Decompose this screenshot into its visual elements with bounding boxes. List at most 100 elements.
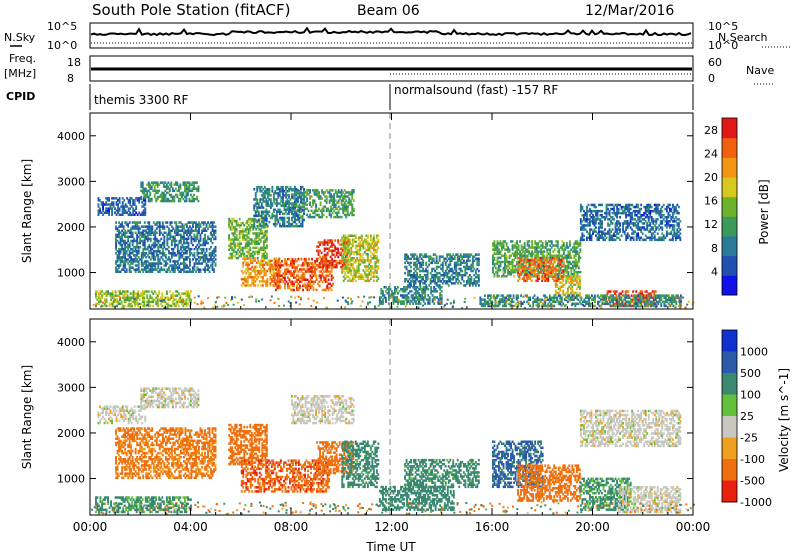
heatmap-cell [112, 290, 114, 293]
heatmap-cell [150, 238, 152, 241]
heatmap-cell [210, 246, 212, 249]
heatmap-cell [119, 197, 121, 200]
heatmap-cell [278, 258, 280, 261]
heatmap-cell [567, 271, 569, 274]
heatmap-cell [169, 290, 171, 293]
heatmap-cell [176, 181, 178, 184]
heatmap-cell [249, 247, 251, 250]
heatmap-cell [306, 204, 308, 207]
heatmap-cell [326, 216, 328, 219]
heatmap-cell [268, 221, 270, 224]
heatmap-cell [228, 234, 230, 237]
heatmap-cell [258, 211, 260, 214]
heatmap-cell [284, 217, 286, 220]
noise-tick-right-bottom: 10^0 [708, 39, 738, 52]
heatmap-cell [516, 240, 518, 243]
heatmap-cell [279, 270, 281, 273]
heatmap-cell [166, 290, 168, 293]
heatmap-cell [361, 235, 363, 238]
heatmap-cell [367, 235, 369, 238]
heatmap-cell [171, 221, 173, 224]
heatmap-cell [203, 248, 205, 251]
heatmap-cell [332, 283, 334, 286]
heatmap-cell [570, 255, 572, 258]
heatmap-cell [355, 235, 357, 238]
heatmap-cell [411, 290, 413, 293]
heatmap-cell [355, 241, 357, 244]
heatmap-cell [519, 240, 521, 243]
heatmap-cell [478, 274, 480, 277]
heatmap-cell [206, 254, 208, 257]
heatmap-cell [266, 278, 268, 281]
heatmap-cell [132, 232, 134, 235]
heatmap-cell [291, 196, 293, 199]
heatmap-cell [311, 258, 313, 261]
heatmap-cell [98, 203, 100, 206]
heatmap-cell [309, 189, 311, 192]
heatmap-cell [315, 204, 317, 207]
heatmap-cell [303, 202, 305, 205]
heatmap-cell [331, 289, 333, 292]
heatmap-cell [144, 207, 146, 210]
heatmap-cell [257, 284, 259, 287]
heatmap-cell [404, 272, 406, 275]
heatmap-cell [410, 266, 412, 269]
heatmap-cell [318, 191, 320, 194]
heatmap-cell [192, 244, 194, 247]
heatmap-cell [198, 186, 200, 189]
heatmap-cell [282, 186, 284, 189]
heatmap-cell [500, 269, 502, 272]
cpid-label: CPID [6, 90, 35, 103]
heatmap-cell [469, 260, 471, 263]
heatmap-cell [298, 258, 300, 261]
heatmap-cell [506, 242, 508, 245]
heatmap-cell [166, 262, 168, 265]
heatmap-cell [540, 269, 542, 272]
heatmap-cell [266, 230, 268, 233]
cpid-segment-1: themis 3300 RF [94, 93, 188, 107]
heatmap-cell [271, 260, 273, 263]
heatmap-cell [142, 181, 144, 184]
heatmap-cell [410, 262, 412, 265]
heatmap-cell [139, 299, 141, 302]
heatmap-cell [494, 257, 496, 260]
heatmap-cell [293, 289, 295, 292]
heatmap-cell [326, 195, 328, 198]
heatmap-cell [240, 243, 242, 246]
heatmap-cell [311, 195, 313, 198]
heatmap-cell [196, 196, 198, 199]
heatmap-cell [448, 284, 450, 287]
heatmap-cell [166, 221, 168, 224]
heatmap-cell [551, 240, 553, 243]
cpid-segment-2: normalsound (fast) -157 RF [394, 83, 558, 97]
heatmap-cell [569, 240, 571, 243]
heatmap-cell [121, 221, 123, 224]
heatmap-cell [337, 248, 339, 251]
heatmap-cell [543, 250, 545, 253]
heatmap-cell [531, 280, 533, 283]
heatmap-cell [524, 242, 526, 245]
heatmap-cell [108, 197, 110, 200]
heatmap-cell [281, 260, 283, 263]
heatmap-cell [528, 240, 530, 243]
heatmap-cell [370, 235, 372, 238]
heatmap-cell [258, 219, 260, 222]
heatmap-cell [429, 296, 431, 299]
heatmap-cell [175, 240, 177, 243]
heatmap-cell [382, 290, 384, 293]
heatmap-cell [494, 240, 496, 243]
heatmap-cell [213, 221, 215, 224]
heatmap-cell [215, 230, 217, 233]
heatmap-cell [512, 240, 514, 243]
heatmap-cell [162, 221, 164, 224]
heatmap-cell [206, 248, 208, 251]
heatmap-cell [303, 209, 305, 212]
heatmap-cell [156, 232, 158, 235]
heatmap-cell [478, 284, 480, 287]
heatmap-cell [377, 259, 379, 262]
heatmap-cell [123, 225, 125, 228]
heatmap-cell [254, 258, 256, 261]
heatmap-cell [410, 270, 412, 273]
heatmap-cell [529, 267, 531, 270]
heatmap-cell [566, 242, 568, 245]
